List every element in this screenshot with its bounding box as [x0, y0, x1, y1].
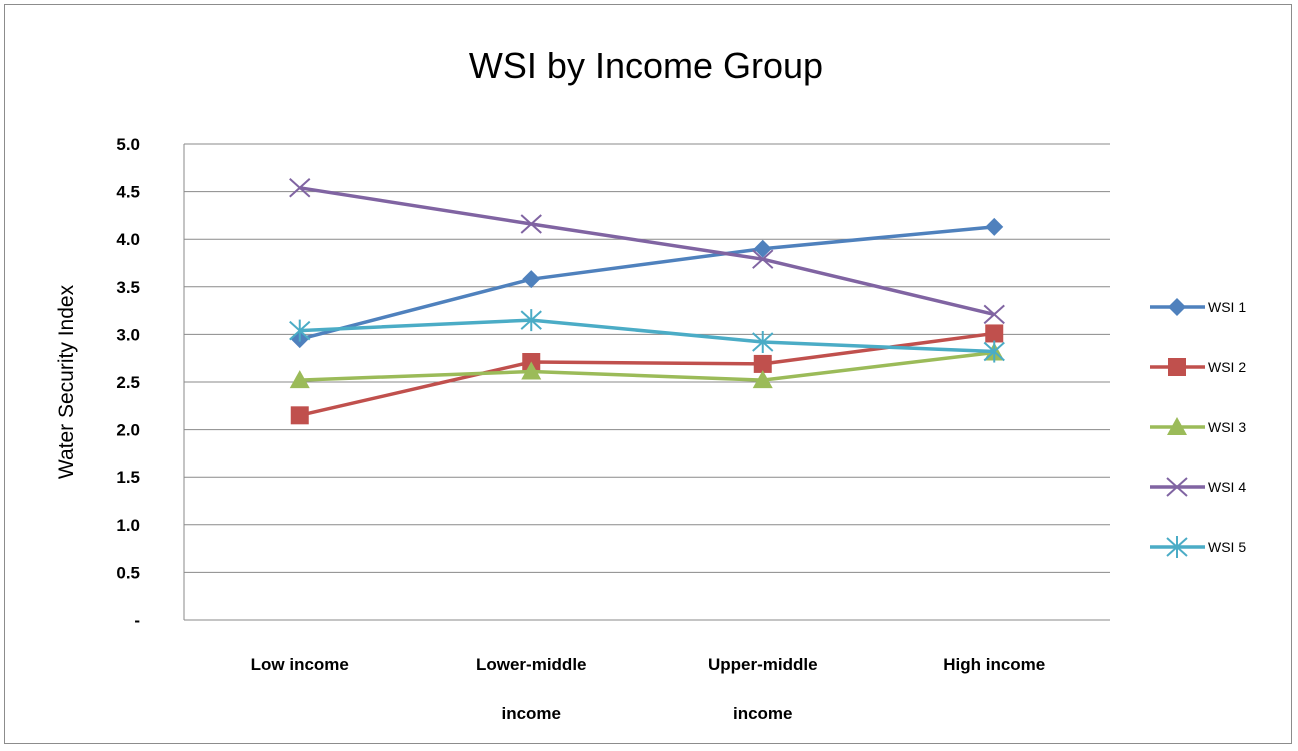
series-line-wsi-5	[299, 318, 995, 354]
data-point-wsi-4	[289, 178, 311, 198]
y-tick-label: 1.0	[116, 516, 140, 535]
x-tick-label: Lower-middle	[476, 655, 587, 674]
series-line-wsi-1	[299, 225, 995, 341]
y-tick-label: 4.0	[116, 230, 140, 249]
y-tick-label: 2.5	[116, 373, 140, 392]
legend-marker	[1166, 477, 1188, 497]
x-axis-ticks: Low income Lower-middle income Upper-middle…	[251, 655, 1046, 723]
data-point-wsi-5	[983, 340, 1005, 363]
series-wsi-1	[290, 217, 1004, 349]
data-point-wsi-1	[985, 217, 1004, 236]
y-tick-label: 3.0	[116, 325, 140, 344]
legend-label: WSI 2	[1208, 359, 1246, 375]
gridlines	[183, 143, 1110, 621]
legend-item-wsi-2: WSI 2	[1150, 358, 1246, 376]
legend-label: WSI 3	[1208, 419, 1246, 435]
series-wsi-3	[289, 342, 1005, 389]
data-point-wsi-5	[520, 309, 542, 332]
x-tick-label: Low income	[251, 655, 349, 674]
series-wsi-5	[289, 309, 1005, 363]
data-point-wsi-5	[289, 319, 311, 342]
legend-item-wsi-4: WSI 4	[1150, 477, 1246, 497]
legend-marker	[1167, 417, 1187, 435]
data-point-wsi-2	[753, 354, 772, 373]
data-point-wsi-3	[289, 370, 310, 389]
data-point-wsi-4	[983, 304, 1005, 325]
data-point-wsi-1	[753, 239, 772, 258]
data-point-wsi-3	[752, 370, 773, 389]
series-line-wsi-4	[299, 186, 995, 317]
y-tick-label: 4.5	[116, 183, 140, 202]
y-tick-label: 5.0	[116, 135, 140, 154]
series-wsi-4	[289, 178, 1005, 325]
series-wsi-2	[290, 324, 1004, 425]
data-point-wsi-1	[522, 270, 541, 289]
y-axis-ticks: - 0.5 1.0 1.5 2.0 2.5 3.0 3.5 4.0 4.5 5.0	[116, 135, 140, 630]
chart-title: WSI by Income Group	[469, 45, 823, 86]
y-tick-label: -	[134, 611, 140, 630]
data-point-wsi-2	[290, 406, 309, 425]
x-tick-label: income	[501, 704, 561, 723]
legend: WSI 1 WSI 2 WSI 3 WSI 4 WSI 5	[1150, 298, 1246, 558]
data-point-wsi-3	[521, 361, 542, 380]
data-point-wsi-4	[520, 214, 542, 234]
legend-item-wsi-5: WSI 5	[1150, 536, 1246, 558]
legend-label: WSI 4	[1208, 479, 1246, 495]
legend-item-wsi-3: WSI 3	[1150, 417, 1246, 435]
series-line-wsi-2	[299, 331, 995, 418]
y-tick-label: 2.0	[116, 421, 140, 440]
legend-item-wsi-1: WSI 1	[1150, 298, 1246, 316]
data-point-wsi-2	[985, 324, 1004, 343]
y-tick-label: 0.5	[116, 563, 140, 582]
legend-marker	[1166, 536, 1188, 558]
y-axis-label: Water Security Index	[55, 284, 78, 479]
data-point-wsi-5	[752, 331, 774, 354]
x-tick-label: High income	[943, 655, 1045, 674]
legend-label: WSI 1	[1208, 299, 1246, 315]
chart-frame	[4, 4, 1292, 744]
series-group	[289, 178, 1005, 425]
series-line-wsi-3	[299, 350, 995, 382]
x-tick-label: income	[733, 704, 793, 723]
y-tick-label: 1.5	[116, 468, 140, 487]
legend-marker	[1168, 298, 1186, 316]
legend-label: WSI 5	[1208, 539, 1246, 555]
legend-marker	[1168, 358, 1186, 376]
y-tick-label: 3.5	[116, 278, 140, 297]
data-point-wsi-4	[752, 249, 774, 269]
x-tick-label: Upper-middle	[708, 655, 818, 674]
